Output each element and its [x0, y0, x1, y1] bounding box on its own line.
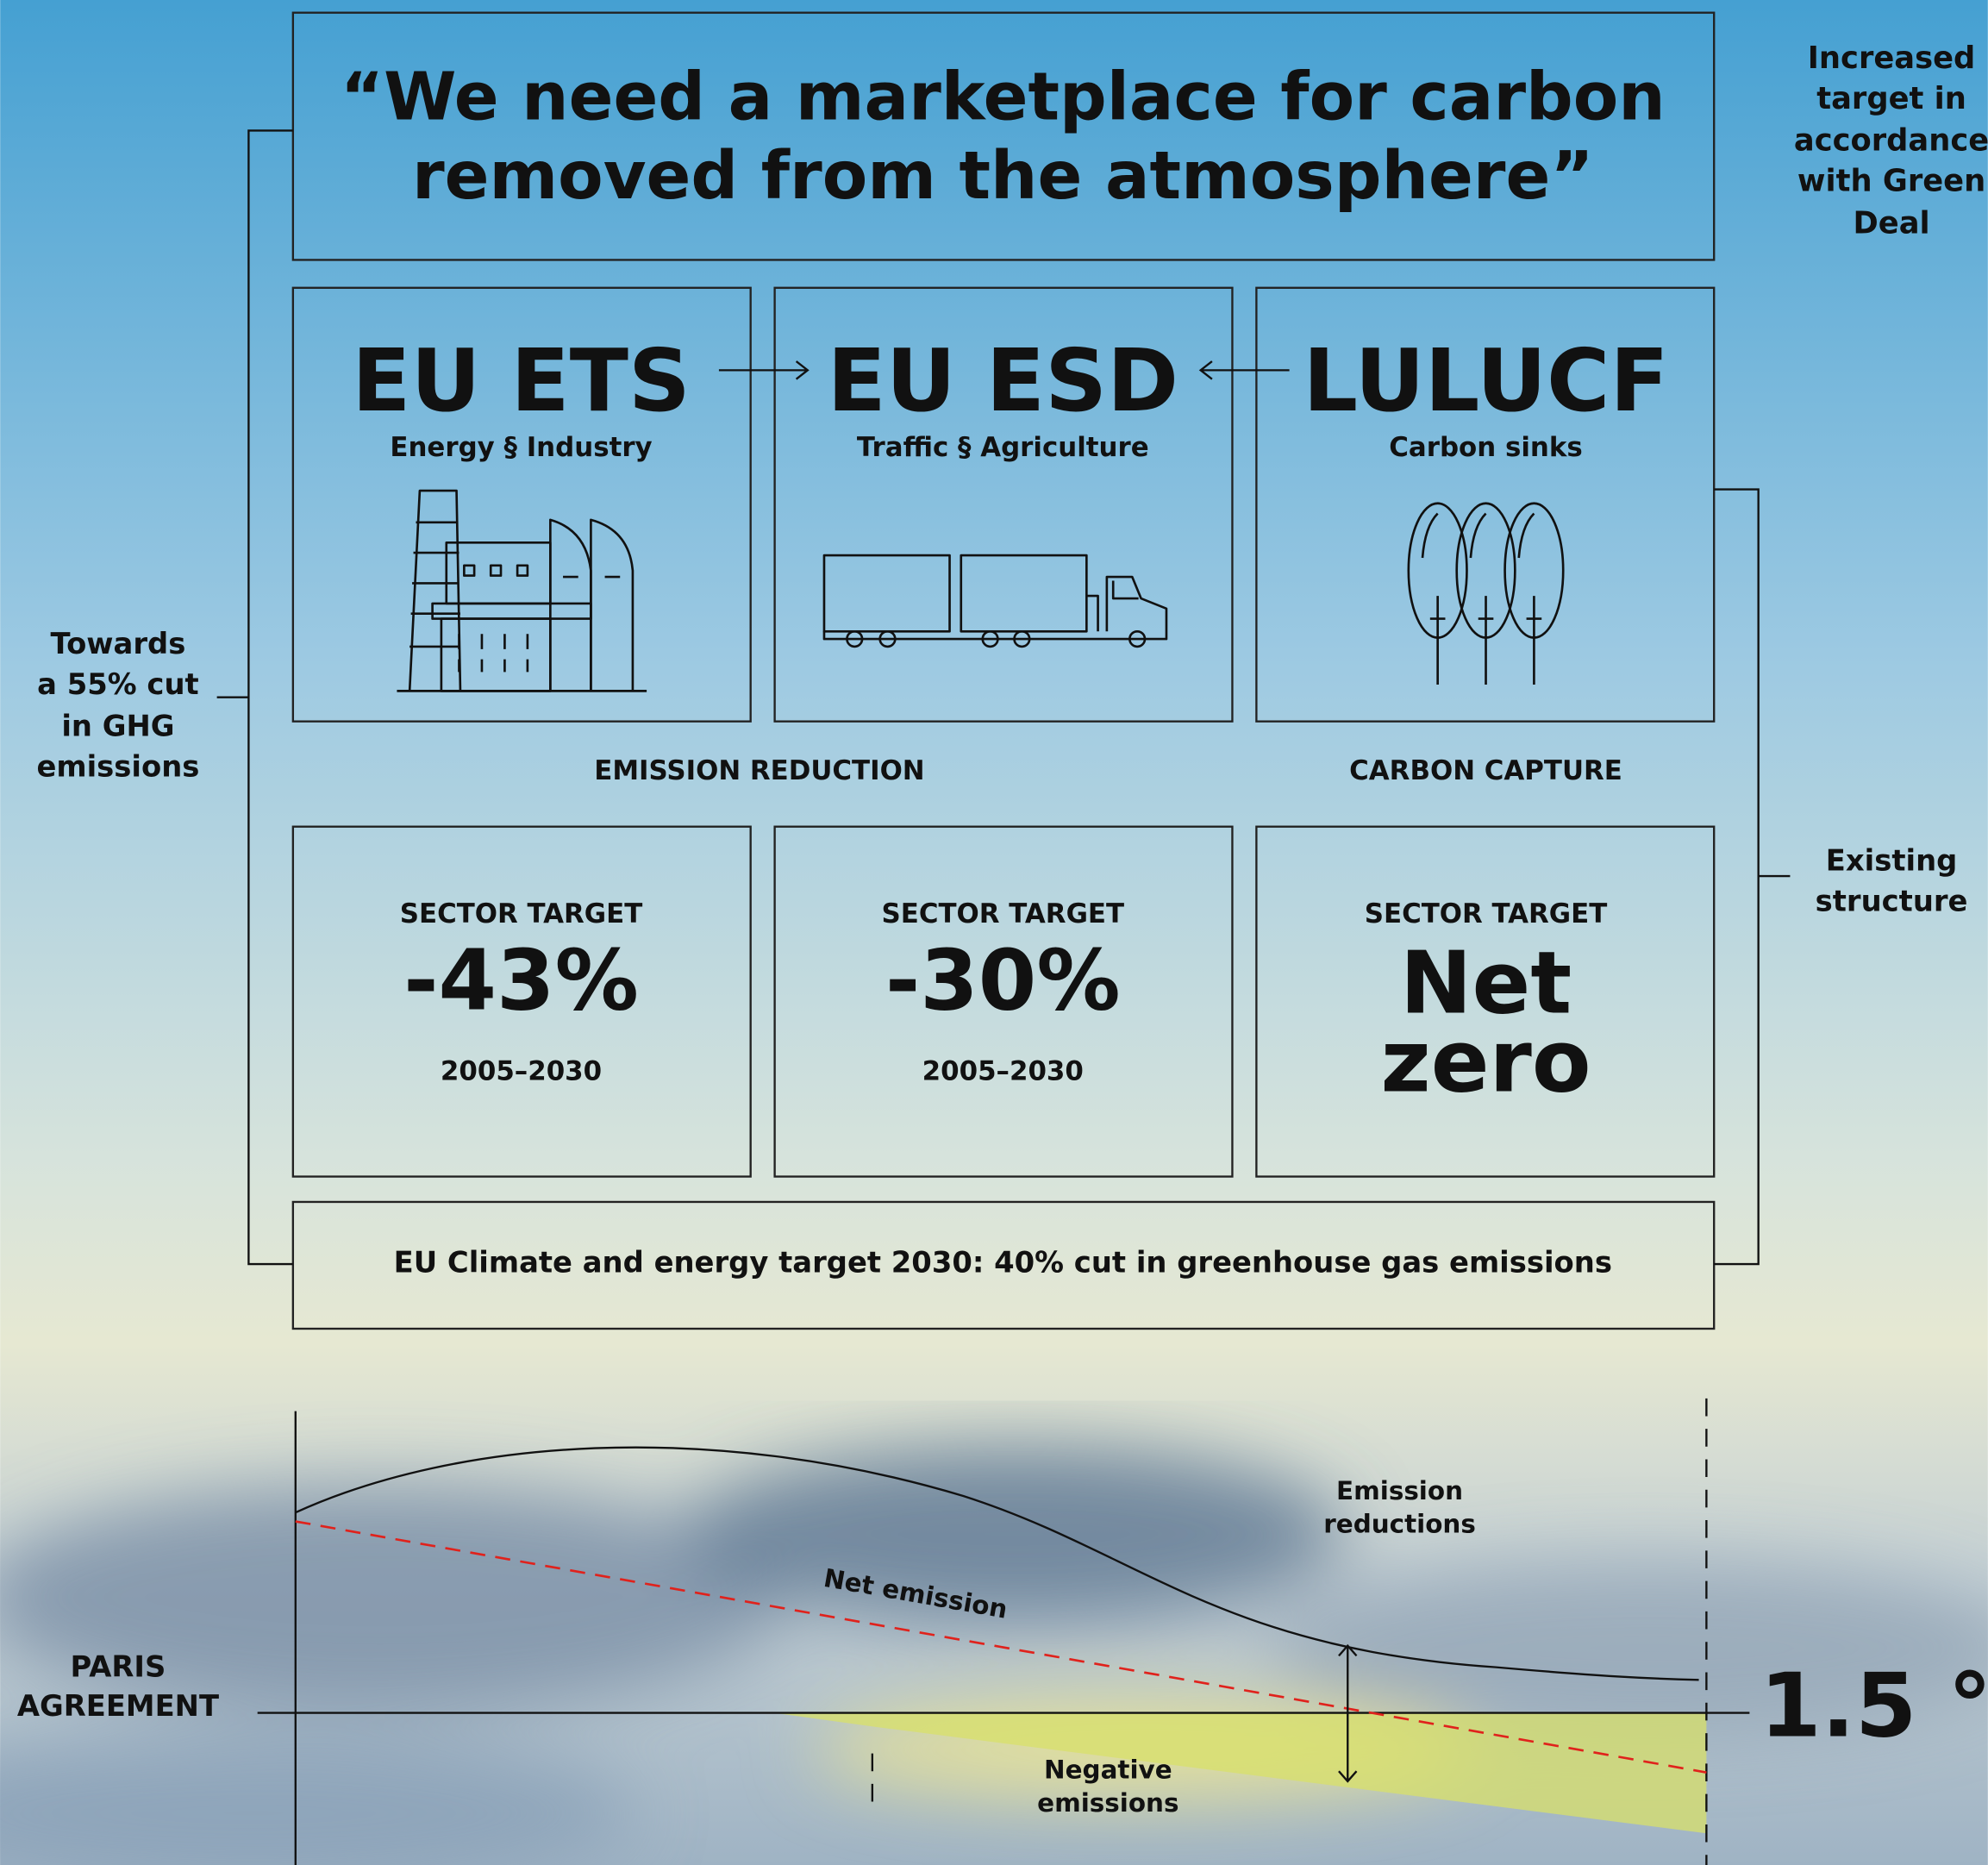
left-bracket — [216, 129, 293, 1266]
quote-line: removed from the atmosphere” — [412, 138, 1594, 215]
target-box — [291, 825, 752, 1178]
note-top-right: Increased target in accordance with Gree… — [1794, 41, 1988, 241]
trees-icon — [1407, 502, 1565, 685]
paris-label: AGREEMENT — [17, 1689, 219, 1723]
truck-icon — [822, 554, 1168, 648]
reduction-arrow — [1338, 1643, 1358, 1783]
right-bracket — [1714, 488, 1791, 1266]
target-box — [1255, 825, 1716, 1178]
sector-box — [773, 286, 1234, 723]
target-period: 2005–2030 — [922, 1055, 1084, 1086]
note-line: in GHG — [61, 710, 174, 743]
note-line: accordance — [1794, 123, 1988, 159]
sector-subtitle: Carbon sinks — [1389, 432, 1583, 463]
sector-box — [1255, 286, 1716, 723]
net-emission-line — [295, 1520, 1707, 1774]
sector-subtitle: Energy § Industry — [390, 432, 652, 463]
note-line: emissions — [36, 750, 199, 784]
factory-icon — [397, 489, 647, 692]
note-line: with Green — [1797, 164, 1985, 199]
graph-label: Emission — [1336, 1476, 1463, 1505]
paris-label: PARIS — [71, 1650, 166, 1684]
target-label: SECTOR TARGET — [882, 898, 1125, 929]
target-label: SECTOR TARGET — [1365, 898, 1608, 929]
target-value: Net — [1400, 932, 1572, 1033]
note-line: Increased — [1808, 41, 1975, 76]
target-value: zero — [1381, 1011, 1591, 1111]
note-line: a 55% cut — [37, 667, 198, 701]
footer-text: EU Climate and energy target 2030: 40% c… — [394, 1246, 1612, 1280]
graph-label: emissions — [1037, 1788, 1178, 1818]
note-line: target in — [1816, 81, 1966, 116]
quote-line: “We need a marketplace for carbon — [341, 59, 1666, 136]
target-value: -43% — [403, 931, 639, 1029]
negative-area — [773, 1712, 1707, 1834]
target-period: 2005–2030 — [441, 1055, 602, 1086]
sector-box — [291, 286, 752, 723]
note-left: Towards a 55% cut in GHG emissions — [36, 627, 199, 784]
target-value: -30% — [885, 931, 1121, 1029]
note-line: Deal — [1854, 205, 1930, 241]
target-temperature: 1.5 °C — [1760, 1654, 1988, 1757]
footer-box — [291, 1200, 1716, 1330]
group-label: CARBON CAPTURE — [1349, 755, 1622, 786]
graph-label: reductions — [1323, 1509, 1476, 1538]
emission-curve — [295, 1446, 1699, 1681]
clouds — [0, 1445, 1988, 1865]
note-line: structure — [1816, 884, 1968, 917]
arrows — [718, 360, 1290, 380]
target-label: SECTOR TARGET — [400, 898, 643, 929]
target-box — [773, 825, 1234, 1178]
note-line: Towards — [51, 627, 186, 660]
sector-name: EU ESD — [828, 330, 1179, 431]
sector-subtitle: Traffic § Agriculture — [857, 432, 1149, 463]
sector-name: EU ETS — [352, 330, 691, 431]
sector-name: LULUCF — [1303, 330, 1668, 431]
graph-label: Negative — [1044, 1755, 1172, 1785]
note-line: Existing — [1826, 843, 1958, 877]
note-right: Existing structure — [1816, 843, 1968, 917]
group-label: EMISSION REDUCTION — [594, 755, 924, 786]
quote-box — [291, 11, 1716, 261]
